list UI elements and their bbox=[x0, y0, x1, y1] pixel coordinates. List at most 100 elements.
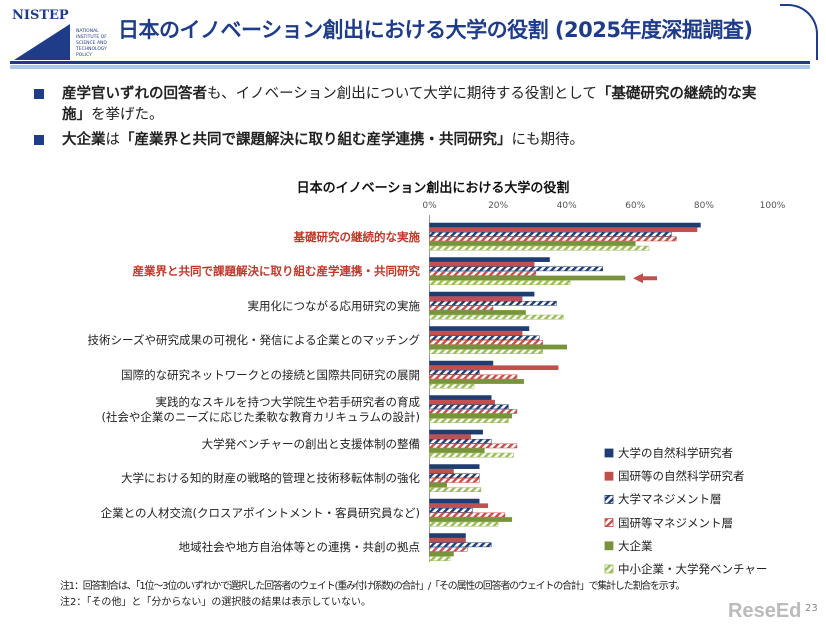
bar bbox=[429, 413, 513, 419]
divider bbox=[10, 61, 810, 64]
bar bbox=[429, 429, 483, 435]
bar bbox=[429, 434, 471, 440]
bar bbox=[429, 349, 543, 354]
bar bbox=[429, 261, 535, 267]
bar bbox=[429, 305, 494, 311]
x-tick-label: 20% bbox=[488, 201, 509, 211]
legend-swatch bbox=[604, 471, 614, 481]
x-tick-label: 40% bbox=[556, 201, 577, 211]
svg-text:NATIONAL: NATIONAL bbox=[76, 28, 99, 34]
bar bbox=[429, 340, 543, 345]
bar bbox=[429, 300, 557, 306]
x-tick-label: 100% bbox=[759, 201, 786, 211]
bar bbox=[429, 542, 492, 548]
bar bbox=[429, 344, 567, 350]
x-tick-label: 60% bbox=[625, 201, 646, 211]
bullet-bold: 「基礎研究の継続的な実施」 bbox=[62, 86, 757, 123]
legend-swatch bbox=[604, 564, 614, 574]
bar bbox=[429, 399, 495, 405]
bar bbox=[429, 452, 514, 458]
category-label: 地域社会や地方自治体等との連携・共創の拠点 bbox=[178, 540, 420, 554]
bullet-1: 産学官いずれの回答者も、イノベーション創出について大学に期待する役割として「基礎… bbox=[34, 84, 774, 126]
bullet-text: を挙げた。 bbox=[91, 107, 164, 123]
bar bbox=[429, 374, 518, 380]
bar bbox=[429, 383, 475, 389]
bar bbox=[429, 547, 468, 552]
bullet-bold: 産学官いずれの回答者 bbox=[62, 86, 207, 102]
svg-text:NISTEP: NISTEP bbox=[12, 8, 69, 23]
bar bbox=[429, 326, 530, 331]
svg-text:TECHNOLOGY: TECHNOLOGY bbox=[75, 46, 107, 52]
bar bbox=[429, 517, 513, 522]
arrow-annotation-icon bbox=[633, 273, 658, 284]
legend-entry: 大企業 bbox=[618, 538, 653, 553]
bar bbox=[429, 291, 535, 297]
bar bbox=[429, 241, 636, 246]
legend-entry: 中小企業・大学発ベンチャー bbox=[618, 562, 768, 576]
bar bbox=[429, 296, 523, 302]
category-label: 国際的な研究ネットワークとの接続と国際共同研究の展開 bbox=[121, 367, 420, 382]
note-2: 注2：「その他」と「分からない」の選択肢の結果は表示していない。 bbox=[60, 597, 372, 608]
bar bbox=[429, 379, 525, 384]
legend-entry: 大学の自然科学研究者 bbox=[618, 446, 733, 460]
category-label: 大学における知的財産の戦略的管理と技術移転体制の強化 bbox=[121, 471, 420, 485]
bar bbox=[429, 487, 482, 492]
legend-swatch bbox=[604, 541, 614, 551]
chart-title: 日本のイノベーション創出における大学の役割 bbox=[296, 181, 570, 196]
legend-swatch bbox=[604, 494, 614, 504]
svg-text:INSTITUTE OF: INSTITUTE OF bbox=[76, 34, 107, 40]
bar bbox=[429, 360, 494, 366]
x-tick-label: 80% bbox=[693, 201, 714, 211]
bar bbox=[429, 330, 523, 336]
bullet-square-icon bbox=[34, 89, 44, 99]
legend-swatch bbox=[604, 448, 614, 458]
bar bbox=[429, 468, 454, 474]
svg-text:POLICY: POLICY bbox=[76, 52, 92, 58]
bar bbox=[429, 222, 701, 228]
svg-text:SCIENCE AND: SCIENCE AND bbox=[76, 40, 107, 46]
bar bbox=[429, 503, 489, 509]
bar bbox=[429, 231, 672, 237]
category-label: 大学発ベンチャーの創出と支援体制の整備 bbox=[201, 436, 420, 451]
bar bbox=[429, 507, 473, 513]
x-tick-label: 0% bbox=[422, 201, 437, 211]
watermark-logo: ReseEd bbox=[728, 600, 802, 622]
category-label: 企業との人材交流(クロスアポイントメント・客員研究員など) bbox=[100, 505, 420, 520]
bar bbox=[429, 280, 571, 285]
bar bbox=[429, 533, 466, 538]
legend-swatch bbox=[604, 518, 614, 527]
category-label: 基礎研究の継続的な実施 bbox=[293, 229, 421, 244]
bar bbox=[429, 478, 480, 483]
bar bbox=[429, 266, 603, 272]
bar bbox=[429, 335, 540, 341]
bullet-text: にも期待。 bbox=[511, 132, 585, 148]
bar bbox=[429, 443, 518, 449]
bar bbox=[429, 236, 677, 242]
bar bbox=[429, 257, 550, 262]
divider bbox=[10, 65, 810, 69]
bar bbox=[429, 404, 509, 410]
bar bbox=[429, 271, 537, 276]
bar bbox=[429, 473, 480, 479]
bar bbox=[429, 227, 698, 233]
bar bbox=[429, 551, 454, 557]
bar bbox=[429, 310, 526, 315]
bullet-text: は bbox=[105, 132, 121, 148]
category-label: 産業界と共同で課題解決に取り組む産学連携・共同研究 bbox=[132, 264, 421, 278]
bar bbox=[429, 512, 506, 518]
bar bbox=[429, 275, 626, 281]
category-label: 実用化につながる応用研究の実施 bbox=[247, 298, 421, 313]
bar bbox=[429, 409, 518, 414]
legend-entry: 大学マネジメント層 bbox=[618, 492, 722, 507]
bar bbox=[429, 482, 447, 488]
legend-entry: 国研等マネジメント層 bbox=[618, 515, 733, 530]
note-1: 注1：回答割合は、「1位～3位のいずれかで選択した回答者のウェイト(重み付け係数… bbox=[60, 581, 685, 592]
bar bbox=[429, 464, 480, 469]
bar bbox=[429, 521, 499, 527]
nistep-logo: NISTEP NATIONAL INSTITUTE OF SCIENCE AND… bbox=[12, 8, 107, 60]
bar bbox=[429, 245, 650, 251]
bar bbox=[429, 395, 492, 400]
bar bbox=[429, 418, 509, 423]
